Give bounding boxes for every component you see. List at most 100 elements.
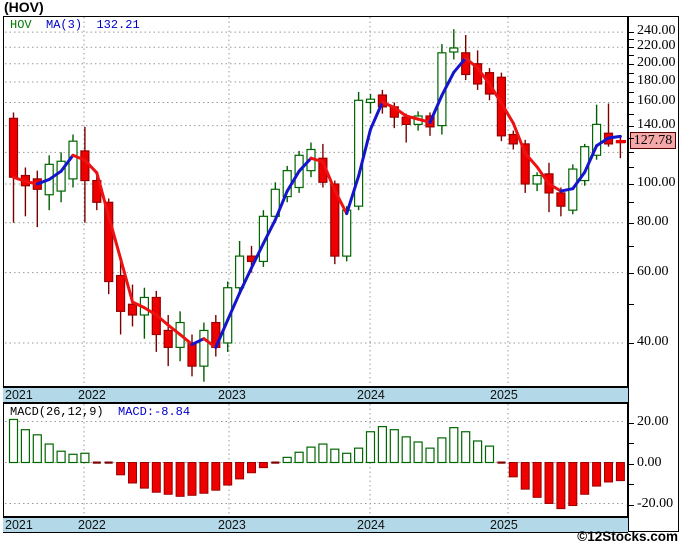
axis-label: 0.00 (637, 454, 662, 470)
year-label: 2022 (78, 518, 106, 532)
x-axis-band-bottom: 2021 2022 2023 2024 2025 (3, 517, 628, 533)
candle-body (556, 192, 566, 207)
ma-line-segment (464, 56, 480, 70)
candle-body (104, 201, 114, 283)
ma-line-segment (392, 106, 408, 118)
ma-line-segment (559, 187, 575, 193)
macd-bar (473, 440, 483, 464)
macd-bar (187, 462, 197, 496)
ma-line-segment (523, 151, 539, 169)
macd-bar (282, 456, 292, 464)
candle-body (342, 209, 352, 257)
ma-line-segment (226, 291, 242, 322)
macd-bar (80, 452, 90, 464)
candle-body (115, 274, 126, 312)
ma-line-segment (369, 100, 384, 131)
macd-bar (271, 461, 280, 464)
candle-body (163, 329, 173, 348)
macd-bar (484, 445, 495, 464)
candle-body (449, 47, 459, 53)
ma-line-segment (131, 300, 146, 310)
year-label: 2024 (357, 518, 385, 532)
year-label: 2024 (357, 388, 385, 402)
price-legend: HOV MA(3) 132.21 (10, 18, 140, 32)
ma-line-segment (154, 313, 170, 327)
year-label: 2023 (218, 518, 246, 532)
axis-tick (629, 443, 634, 444)
axis-label: 100.00 (637, 175, 676, 190)
axis-label: 60.00 (637, 263, 669, 279)
ma-line-segment (202, 337, 218, 349)
ma-line-segment (23, 179, 39, 186)
macd-bar (365, 431, 376, 464)
candle-body (223, 287, 233, 344)
axis-tick (629, 342, 634, 344)
macd-bar (508, 462, 518, 478)
macd-bar (247, 462, 256, 474)
macd-bar (235, 462, 245, 480)
ma-line-segment (273, 189, 289, 222)
macd-bar (544, 462, 554, 504)
macd-bar (306, 446, 316, 464)
ma-line-segment (297, 156, 313, 173)
macd-bar (520, 462, 530, 490)
axis-tick (629, 202, 634, 204)
candle-body (365, 98, 376, 104)
candle-body (591, 123, 602, 156)
candle-body (258, 215, 268, 263)
macd-bar (437, 437, 447, 464)
ma-line-segment (607, 134, 622, 140)
macd-bar (44, 443, 54, 464)
page-title: (HOV) (4, 0, 44, 15)
axis-tick (629, 125, 634, 127)
macd-bar (318, 443, 328, 464)
axis-tick (629, 152, 634, 154)
candle-body (127, 303, 138, 316)
macd-bar (615, 462, 625, 482)
axis-label: 140.00 (637, 116, 676, 132)
ma-line-segment (404, 114, 420, 121)
ma-line-segment (214, 318, 230, 349)
macd-bar (461, 431, 471, 464)
axis-tick (629, 39, 634, 41)
macd-bar (532, 462, 542, 498)
macd-bar (604, 462, 613, 483)
ma-line-segment (95, 171, 111, 218)
macd-bar (163, 462, 173, 495)
price-chart-canvas (5, 17, 626, 386)
year-label: 2022 (78, 388, 106, 402)
macd-bar (497, 461, 506, 464)
axis-label: 40.00 (637, 333, 669, 349)
axis-label: -20.00 (637, 495, 674, 511)
axis-tick (629, 422, 634, 424)
macd-bar (401, 436, 411, 464)
macd-bar (128, 462, 137, 484)
ma-line-segment (452, 56, 468, 74)
macd-bar (139, 462, 149, 489)
candle-body (187, 342, 197, 367)
ma-line-segment (333, 188, 349, 216)
macd-bar (116, 462, 126, 476)
axis-label: 240.00 (637, 23, 676, 39)
macd-bar (223, 462, 233, 486)
year-label: 2021 (5, 388, 33, 402)
axis-tick (629, 484, 634, 485)
axis-label: 180.00 (637, 73, 676, 89)
macd-bar (580, 462, 590, 495)
macd-bar (20, 429, 30, 464)
axis-tick (629, 222, 634, 224)
last-price-tag: 127.78 (630, 132, 676, 150)
macd-bar (377, 426, 387, 464)
candle-body (56, 160, 66, 192)
ma-line-segment (571, 170, 587, 191)
ma-line-segment (547, 182, 563, 193)
ma-line-segment (535, 165, 551, 186)
macd-bar (151, 462, 161, 493)
year-label: 2025 (490, 518, 518, 532)
macd-bar (68, 453, 78, 464)
axis-tick (629, 55, 634, 57)
macd-bar (449, 427, 459, 464)
axis-tick (629, 47, 634, 49)
ma-line-segment (59, 153, 75, 173)
x-axis-band-top: 2021 2022 2023 2024 2025 (3, 387, 628, 403)
